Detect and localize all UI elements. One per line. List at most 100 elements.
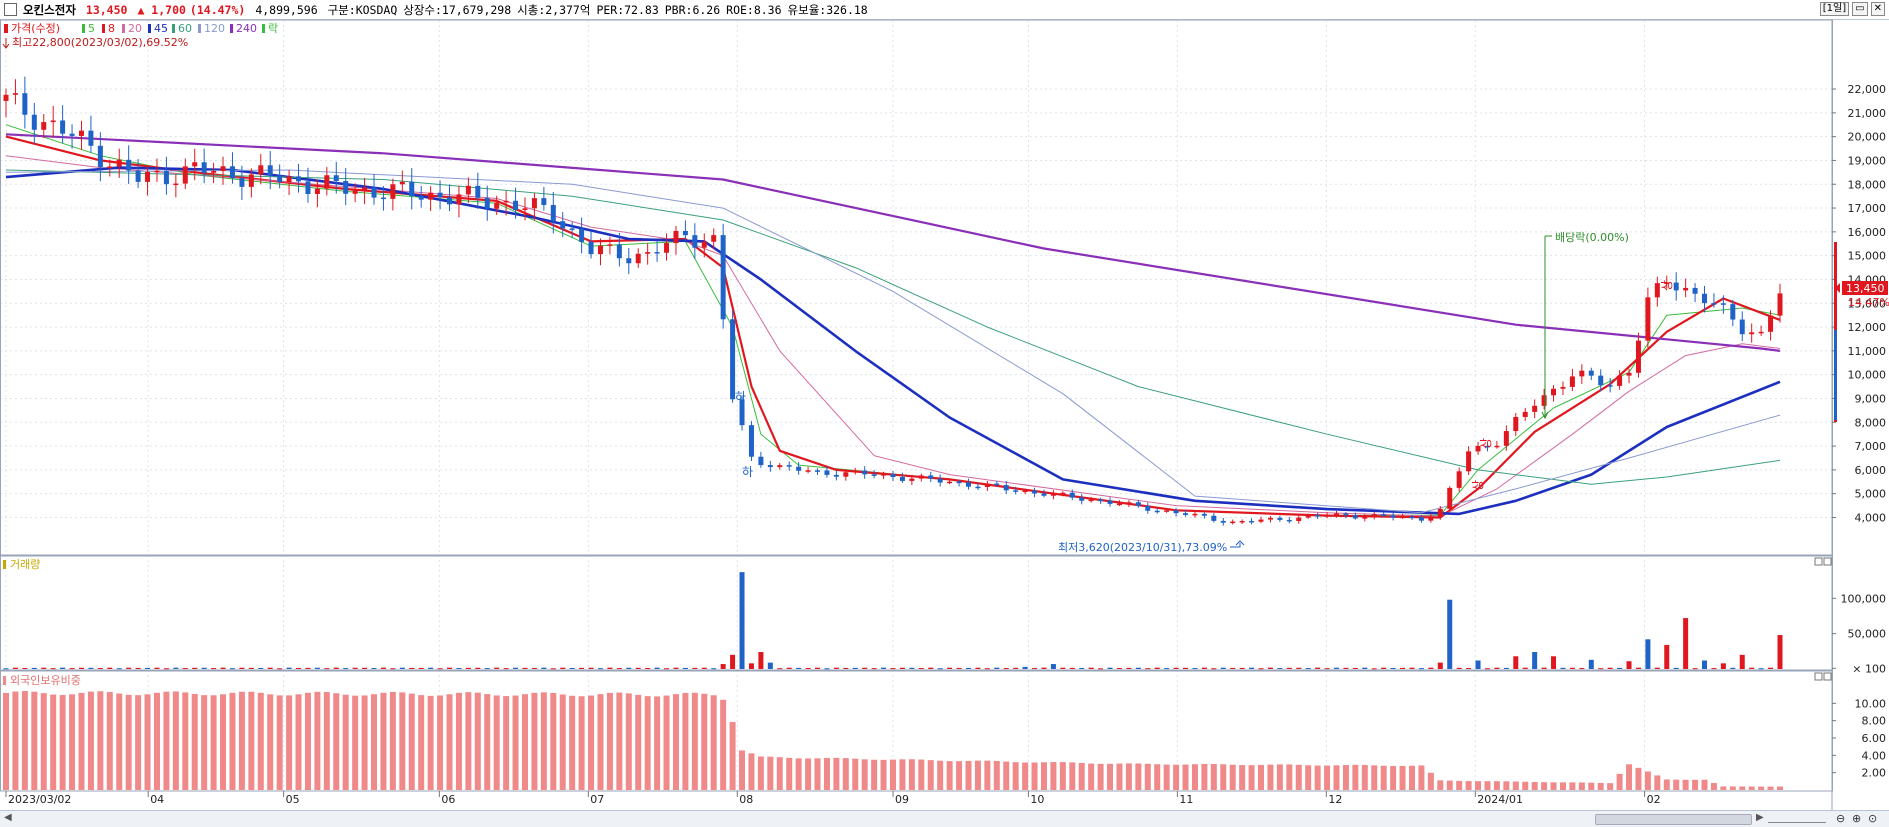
volume-bar <box>626 667 632 669</box>
listed-shares: 상장수:17,679,298 <box>403 2 512 17</box>
legend-ma5[interactable]: 5 <box>88 22 95 35</box>
legend-ma120[interactable]: 120 <box>204 22 225 35</box>
price-tick-label: 12,000 <box>1848 321 1887 334</box>
foreign-bar <box>408 693 415 790</box>
foreign-bar <box>1191 764 1198 790</box>
candle-body <box>1305 515 1311 518</box>
legend-ma20[interactable]: 20 <box>128 22 142 35</box>
period-button[interactable]: [1일] <box>1819 2 1850 16</box>
foreign-bar <box>663 695 670 790</box>
select-checkbox[interactable] <box>4 3 17 16</box>
candle-body <box>673 230 679 244</box>
volume-bar <box>541 667 547 669</box>
minimize-icon[interactable]: ▭ <box>1852 2 1868 16</box>
volume-bar <box>1503 667 1509 669</box>
zoom-in-icon[interactable]: ⊕ <box>1852 812 1862 825</box>
volume-bar <box>465 667 471 669</box>
candle-body <box>1381 514 1387 516</box>
zoom-out-icon[interactable]: ⊖ <box>1836 812 1846 825</box>
candle-body <box>692 235 698 248</box>
candle-body <box>1400 516 1406 519</box>
zoom-slider[interactable] <box>1768 812 1826 823</box>
panel-buttons[interactable] <box>1814 557 1832 681</box>
legend-ma240[interactable]: 240 <box>236 22 257 35</box>
candle-body <box>513 200 519 211</box>
volume-bar <box>1286 667 1292 669</box>
legend-ex[interactable]: 락 <box>268 22 278 35</box>
foreign-bar <box>842 758 849 790</box>
volume-bar <box>1145 668 1151 670</box>
candle-body <box>1503 431 1509 446</box>
foreign-bar <box>1229 764 1236 790</box>
candle-body <box>1532 405 1538 412</box>
foreign-bar <box>880 759 887 790</box>
price-tick-label: 10,000 <box>1848 369 1887 382</box>
foreign-bar <box>625 693 632 790</box>
volume-bar <box>833 667 839 669</box>
stock-name[interactable]: 오킨스전자 <box>23 2 76 17</box>
candle-body <box>314 188 320 194</box>
volume-bar <box>1060 667 1066 669</box>
candle-body <box>437 192 443 198</box>
volume-bar <box>428 667 434 669</box>
candle-body <box>1334 513 1339 516</box>
scroll-right-icon[interactable]: ▶ <box>1756 812 1764 823</box>
zoom-reset-icon[interactable]: ⊙ <box>1868 812 1878 825</box>
candle-body <box>1683 287 1689 291</box>
legend-price-label[interactable]: 가격(수정) <box>11 22 60 35</box>
foreign-bar <box>201 695 208 790</box>
legend-ma5-swatch <box>82 24 85 33</box>
foreign-bar <box>1578 782 1585 790</box>
foreign-bar <box>1003 761 1010 790</box>
foreign-panel-title[interactable]: 외국인보유비중 <box>10 674 81 687</box>
volume-minimize-icon[interactable] <box>1814 557 1823 566</box>
candle-body <box>50 120 56 123</box>
volume-bar <box>484 668 490 670</box>
foreign-bar <box>1673 779 1680 790</box>
close-icon[interactable]: ✕ <box>1870 2 1885 16</box>
limit-down-marker-2: 하 <box>742 465 753 479</box>
volume-bar <box>12 667 18 669</box>
candle-body <box>1494 445 1500 448</box>
candle-body <box>362 187 368 191</box>
candle-body <box>135 170 141 182</box>
foreign-close-icon[interactable] <box>1823 672 1832 681</box>
legend-ma60[interactable]: 60 <box>178 22 192 35</box>
volume-bar <box>418 667 424 669</box>
candle-body <box>1560 386 1566 389</box>
volume-bar <box>1032 668 1038 670</box>
stock-chart[interactable]: 가격(수정) 5 8 20 45 60 120 240 락 최고22,800(2… <box>0 0 1889 810</box>
candle-body <box>277 175 283 183</box>
scroll-thumb[interactable] <box>1595 814 1752 825</box>
volume-legend-swatch <box>3 560 6 569</box>
volume-bar <box>475 667 481 669</box>
volume-close-icon[interactable] <box>1823 557 1832 566</box>
foreign-bar <box>295 694 302 790</box>
foreign-bar <box>701 693 708 790</box>
foreign-bar <box>248 691 255 790</box>
volume-bar <box>569 667 575 669</box>
volume-bar <box>824 668 830 670</box>
low-marker-icon <box>1230 540 1245 548</box>
foreign-bar <box>1456 780 1463 790</box>
current-price: 13,450 <box>85 2 128 17</box>
volume-panel-title[interactable]: 거래량 <box>10 558 40 571</box>
volume-bar <box>579 667 585 669</box>
volume-bar <box>1739 654 1745 669</box>
reserve-ratio: 유보율:326.18 <box>787 2 868 17</box>
foreign-minimize-icon[interactable] <box>1814 672 1823 681</box>
legend-ma8[interactable]: 8 <box>108 22 115 35</box>
scroll-left-icon[interactable]: ◀ <box>4 812 12 823</box>
volume-bar <box>182 668 188 670</box>
candle-body <box>579 228 585 242</box>
candle-body <box>399 181 405 185</box>
chart-scrollbar[interactable]: ◀ ▶ ⊖ ⊕ ⊙ <box>0 810 1889 827</box>
foreign-bar <box>786 757 793 790</box>
volume-bar <box>531 667 537 669</box>
foreign-bar <box>654 696 661 790</box>
foreign-bar <box>1201 763 1208 790</box>
legend-ma45[interactable]: 45 <box>154 22 168 35</box>
foreign-bar <box>569 695 576 790</box>
limit-down-marker-1: 하 <box>735 390 746 404</box>
price-tick-label: 15,000 <box>1848 250 1887 263</box>
